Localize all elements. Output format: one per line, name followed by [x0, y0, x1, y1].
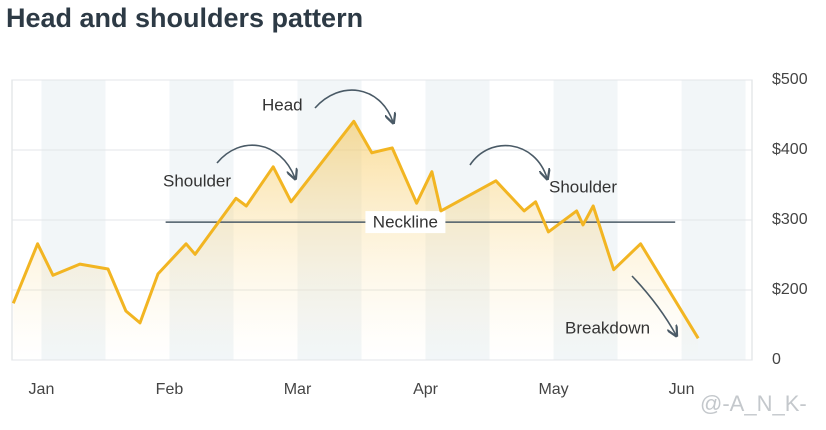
- y-tick-label: $500: [772, 71, 808, 88]
- y-tick-label: 0: [772, 351, 781, 368]
- x-tick-label: Feb: [156, 381, 184, 398]
- neckline-label-bg: [365, 211, 446, 234]
- annotation: Breakdown: [565, 318, 650, 337]
- annotation: Shoulder: [549, 177, 617, 196]
- arrow: [631, 275, 676, 335]
- line: [11, 119, 700, 340]
- y-tick-label: $400: [772, 141, 808, 158]
- chart-title: Head and shoulders pattern: [6, 3, 363, 33]
- y-tick-label: $200: [772, 281, 808, 298]
- x-tick-label: Jan: [29, 381, 55, 398]
- neckline-label: Neckline: [373, 213, 438, 232]
- arrow: [216, 144, 295, 178]
- x-tick-label: Apr: [413, 381, 439, 398]
- annotation: Shoulder: [163, 171, 231, 190]
- area: [13, 121, 699, 360]
- y-tick-label: $300: [772, 211, 808, 228]
- arrow: [469, 144, 547, 178]
- x-tick-label: May: [538, 381, 568, 398]
- x-tick-label: Mar: [284, 381, 312, 398]
- arrow: [314, 89, 393, 122]
- annotation: Head: [262, 95, 303, 114]
- x-tick-label: Jun: [669, 381, 695, 398]
- watermark: @-A_N_K-: [700, 391, 807, 416]
